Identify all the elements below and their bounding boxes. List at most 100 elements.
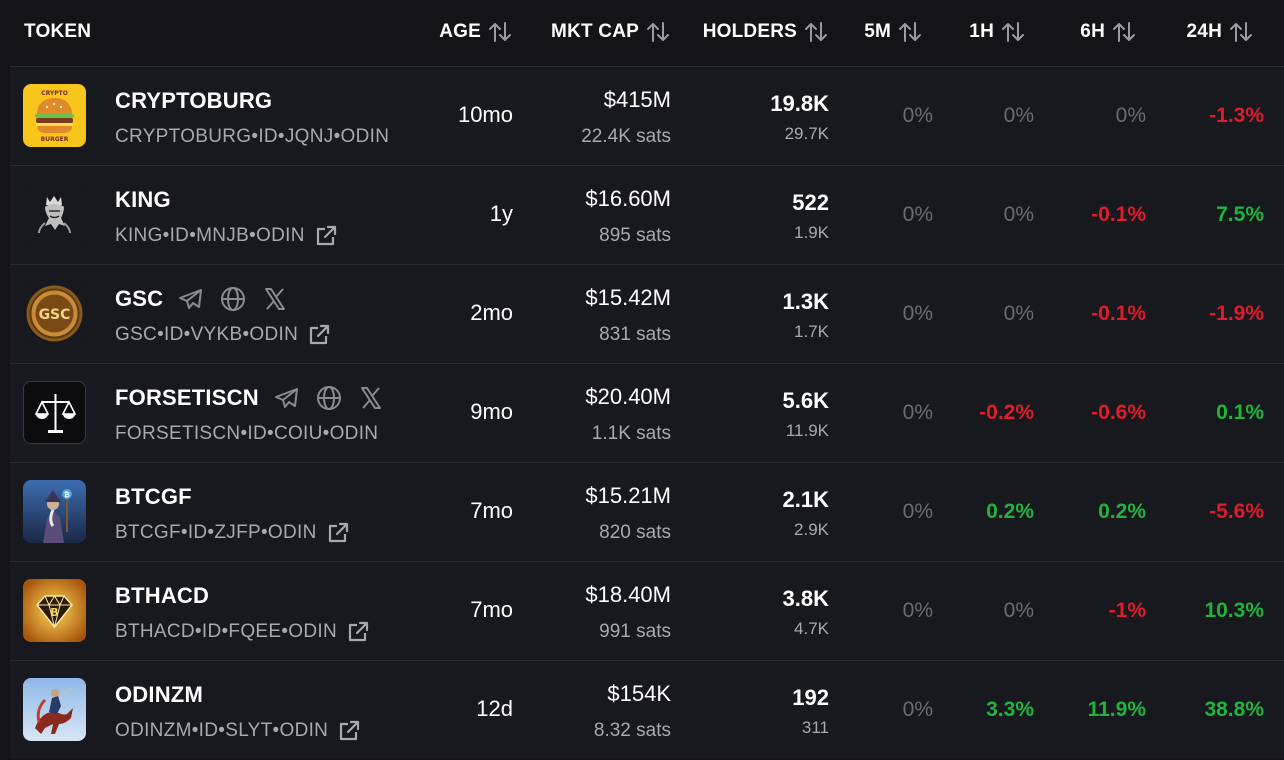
svg-text:B: B	[50, 606, 58, 619]
market-cap-sats: 8.32 sats	[593, 720, 671, 741]
header-age[interactable]: AGE	[439, 20, 513, 44]
sort-arrows-icon[interactable]	[1111, 20, 1137, 44]
table-row[interactable]: ODINZM ODINZM•ID•SLYT•ODIN 12d $154K 8.3…	[10, 660, 1284, 759]
sort-arrows-icon[interactable]	[1228, 20, 1254, 44]
change-6h: -0.6%	[1091, 401, 1146, 424]
token-name[interactable]: BTHACD	[115, 583, 210, 608]
token-age: 9mo	[470, 399, 513, 424]
token-name[interactable]: ODINZM	[115, 682, 203, 707]
market-cap-sats: 831 sats	[599, 324, 671, 345]
market-cap: $20.40M	[585, 384, 671, 409]
holders-sub: 1.9K	[794, 223, 829, 242]
header-holders[interactable]: HOLDERS	[703, 20, 829, 44]
sort-arrows-icon[interactable]	[1000, 20, 1026, 44]
x-icon[interactable]	[357, 384, 385, 412]
holders-count: 19.8K	[770, 91, 829, 116]
wizard-logo-icon: ₿	[23, 480, 86, 543]
change-6h: 0.2%	[1098, 500, 1146, 523]
token-id-line: CRYPTOBURG•ID•JQNJ•ODIN	[115, 123, 389, 151]
change-1h: 0%	[1003, 599, 1034, 622]
token-id-line: BTCGF•ID•ZJFP•ODIN	[115, 519, 351, 547]
token-age: 7mo	[470, 498, 513, 523]
change-24h: 7.5%	[1216, 203, 1264, 226]
market-cap: $16.60M	[585, 186, 671, 211]
token-id-line: ODINZM•ID•SLYT•ODIN	[115, 717, 362, 745]
change-5m: 0%	[902, 599, 933, 622]
table-header: TOKEN AGE MKT CAP HOLDERS 5M 1H 6H 24H	[0, 0, 1284, 64]
telegram-icon[interactable]	[273, 384, 301, 412]
table-row[interactable]: GSC GSC GSC•ID•VYKB•ODIN 2mo $15.42M 831…	[10, 264, 1284, 363]
token-id: KING•ID•MNJB•ODIN	[115, 225, 305, 246]
token-name-line: FORSETISCN	[115, 384, 385, 412]
token-age: 12d	[476, 696, 513, 721]
token-name-line: BTHACD	[115, 582, 209, 610]
external-link-icon[interactable]	[325, 520, 351, 546]
change-6h: 11.9%	[1087, 698, 1146, 721]
token-name-line: ODINZM	[115, 681, 203, 709]
holders-sub: 11.9K	[785, 421, 829, 440]
table-row[interactable]: KING KING•ID•MNJB•ODIN 1y $16.60M 895 sa…	[10, 165, 1284, 264]
table-row[interactable]: FORSETISCN FORSETISCN•ID•COIU•ODIN 9mo $…	[10, 363, 1284, 462]
token-id-line: KING•ID•MNJB•ODIN	[115, 222, 339, 250]
change-1h: 0%	[1003, 104, 1034, 127]
holders-count: 2.1K	[782, 487, 829, 512]
market-cap: $15.42M	[585, 285, 671, 310]
token-id: BTHACD•ID•FQEE•ODIN	[115, 621, 338, 642]
header-mktcap[interactable]: MKT CAP	[551, 20, 671, 44]
token-name[interactable]: BTCGF	[115, 484, 192, 509]
token-name-line: GSC	[115, 285, 289, 313]
token-id-line: BTHACD•ID•FQEE•ODIN	[115, 618, 371, 646]
token-name[interactable]: CRYPTOBURG	[115, 88, 273, 113]
external-link-icon[interactable]	[345, 619, 371, 645]
change-5m: 0%	[902, 302, 933, 325]
change-24h: -5.6%	[1209, 500, 1264, 523]
change-1h: 0%	[1003, 302, 1034, 325]
holders-count: 192	[792, 685, 829, 710]
token-name[interactable]: FORSETISCN	[115, 385, 259, 410]
change-5m: 0%	[902, 401, 933, 424]
token-id: BTCGF•ID•ZJFP•ODIN	[115, 522, 317, 543]
globe-icon[interactable]	[315, 384, 343, 412]
sort-arrows-icon[interactable]	[803, 20, 829, 44]
telegram-icon[interactable]	[177, 285, 205, 313]
header-token[interactable]: TOKEN	[24, 21, 92, 42]
change-6h: -0.1%	[1091, 203, 1146, 226]
change-6h: 0%	[1115, 104, 1146, 127]
market-cap: $18.40M	[585, 582, 671, 607]
market-cap: $415M	[603, 87, 671, 112]
sort-arrows-icon[interactable]	[487, 20, 513, 44]
token-name[interactable]: KING	[115, 187, 171, 212]
holders-sub: 29.7K	[784, 124, 829, 143]
token-name-line: BTCGF	[115, 483, 192, 511]
token-name-line: CRYPTOBURG	[115, 87, 272, 115]
change-1h: 3.3%	[986, 698, 1034, 721]
sort-arrows-icon[interactable]	[645, 20, 671, 44]
scales-logo-icon	[23, 381, 86, 444]
table-row[interactable]: B BTHACD BTHACD•ID•FQEE•ODIN 7mo $18.40M…	[10, 561, 1284, 660]
header-1h[interactable]: 1H	[969, 20, 1026, 44]
holders-sub: 4.7K	[794, 619, 829, 638]
table-row[interactable]: ₿ BTCGF BTCGF•ID•ZJFP•ODIN 7mo $15.21M 8…	[10, 462, 1284, 561]
market-cap-sats: 22.4K sats	[581, 126, 671, 147]
header-24h[interactable]: 24H	[1187, 20, 1254, 44]
svg-text:CRYPTO: CRYPTO	[41, 90, 68, 97]
external-link-icon[interactable]	[313, 223, 339, 249]
token-name[interactable]: GSC	[115, 286, 164, 311]
external-link-icon[interactable]	[306, 322, 332, 348]
change-24h: 0.1%	[1216, 401, 1264, 424]
x-icon[interactable]	[261, 285, 289, 313]
market-cap-sats: 895 sats	[599, 225, 671, 246]
external-link-icon[interactable]	[336, 718, 362, 744]
token-id-line: FORSETISCN•ID•COIU•ODIN	[115, 420, 378, 448]
header-6h[interactable]: 6H	[1080, 20, 1137, 44]
table-row[interactable]: CRYPTO BURGER CRYPTOBURG CRYPTOBURG•ID•JQ…	[10, 66, 1284, 165]
globe-icon[interactable]	[219, 285, 247, 313]
change-6h: -1%	[1108, 599, 1146, 622]
market-cap: $15.21M	[585, 483, 671, 508]
gold-diamond-logo-icon: B	[23, 579, 86, 642]
sort-arrows-icon[interactable]	[897, 20, 923, 44]
token-age: 10mo	[457, 102, 513, 127]
rider-logo-icon	[23, 678, 86, 741]
holders-count: 3.8K	[782, 586, 829, 611]
header-5m[interactable]: 5M	[864, 20, 923, 44]
